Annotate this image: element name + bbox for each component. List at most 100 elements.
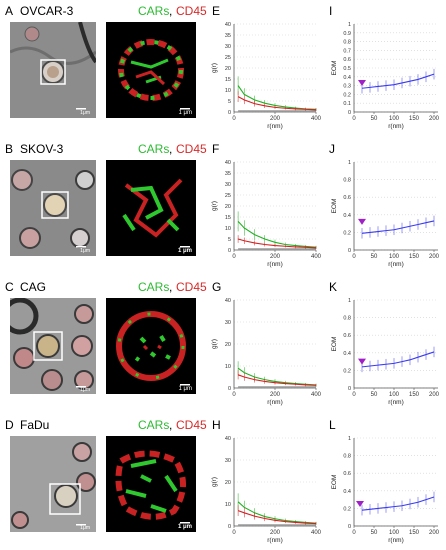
brightfield-drawing xyxy=(10,160,96,256)
series-line-blue xyxy=(361,496,435,511)
y-tick-label: 0.7 xyxy=(343,48,351,54)
y-tick-label: 10 xyxy=(225,226,231,232)
fluorescence-drawing xyxy=(106,22,196,118)
x-tick-label: 400 xyxy=(311,116,322,122)
x-tick-label: 200 xyxy=(270,530,281,536)
chart-eom-k: 0 0.2 0.4 0.6 0.8 1 0 50 100 150 200 EOM r(nm) xyxy=(331,298,440,406)
y-axis-label: EOM xyxy=(331,475,338,490)
y-tick-label: 0.6 xyxy=(343,471,351,477)
y-tick-label: 5 xyxy=(228,237,231,243)
x-tick-label: 0 xyxy=(232,392,236,398)
fluorescence-image: 1 μm xyxy=(106,22,196,118)
row-cag: C CAG CARs , CD45 G K 1μm xyxy=(0,276,446,412)
y-tick-label: 20 xyxy=(225,342,231,348)
y-tick-label: 40 xyxy=(225,298,231,304)
y-tick-label: 15 xyxy=(225,77,231,83)
brightfield-drawing xyxy=(10,298,96,394)
y-tick-label: 0 xyxy=(348,110,351,116)
y-tick-label: 0 xyxy=(348,248,351,254)
series-line-red xyxy=(237,510,317,525)
legend-separator: , xyxy=(169,142,173,156)
y-tick-label: 20 xyxy=(225,480,231,486)
y-tick-label: 0.2 xyxy=(343,230,351,236)
y-tick-label: 10 xyxy=(225,502,231,508)
x-axis-label: r(nm) xyxy=(267,123,283,130)
x-tick-label: 0 xyxy=(352,530,356,536)
brightfield-image: 1μm xyxy=(10,298,96,394)
brightfield-image: 1μm xyxy=(10,436,96,532)
x-tick-label: 0 xyxy=(352,254,356,260)
panel-letter-d: D xyxy=(5,418,14,432)
y-tick-label: 0.8 xyxy=(343,454,351,460)
x-tick-label: 0 xyxy=(352,392,356,398)
x-tick-label: 150 xyxy=(409,116,420,122)
series-line-blue xyxy=(361,73,435,89)
bf-scale-label: 1μm xyxy=(80,525,90,531)
y-tick-label: 0.6 xyxy=(343,195,351,201)
y-tick-label: 10 xyxy=(225,364,231,370)
cars-label: CARs xyxy=(138,4,170,18)
x-tick-label: 400 xyxy=(311,530,322,536)
panel-letter-e: E xyxy=(212,4,221,18)
row-ovcar3: A OVCAR-3 CARs , CD45 E I 1μm xyxy=(0,0,446,136)
y-tick-label: 30 xyxy=(225,182,231,188)
y-tick-label: 0.2 xyxy=(343,506,351,512)
cd45-label: CD45 xyxy=(176,142,207,156)
cell-line-title: OVCAR-3 xyxy=(20,4,74,18)
series-line-blue xyxy=(361,220,435,234)
panel-letter-i: I xyxy=(329,4,333,18)
y-tick-label: 0 xyxy=(228,110,231,116)
x-tick-label: 100 xyxy=(389,116,400,122)
fluorescence-image: 1 μm xyxy=(106,436,196,532)
row-fadu: D FaDu CARs , CD45 H L 1μm xyxy=(0,414,446,550)
y-tick-label: 1 xyxy=(348,298,351,304)
y-tick-label: 0 xyxy=(228,386,231,392)
x-tick-label: 150 xyxy=(409,530,420,536)
cell-line-title: SKOV-3 xyxy=(20,142,64,156)
y-tick-label: 25 xyxy=(225,193,231,199)
series-line-green xyxy=(237,85,317,110)
x-axis-label: r(nm) xyxy=(388,537,404,544)
panel-letter-g: G xyxy=(212,280,222,294)
y-axis-label: EOM xyxy=(331,199,338,214)
brightfield-drawing xyxy=(10,436,96,532)
cars-label: CARs xyxy=(138,280,170,294)
y-tick-label: 5 xyxy=(228,99,231,105)
y-tick-label: 40 xyxy=(225,22,231,28)
y-tick-label: 30 xyxy=(225,458,231,464)
y-tick-label: 0.6 xyxy=(343,333,351,339)
y-tick-label: 20 xyxy=(225,66,231,72)
x-tick-label: 200 xyxy=(270,254,281,260)
x-tick-label: 200 xyxy=(429,254,440,260)
x-tick-label: 150 xyxy=(409,392,420,398)
row-skov3: B SKOV-3 CARs , CD45 F J 1μm xyxy=(0,138,446,274)
series-line-green xyxy=(237,221,317,248)
cars-label: CARs xyxy=(138,142,170,156)
bf-scale-label: 1μm xyxy=(80,387,90,393)
y-tick-label: 40 xyxy=(225,160,231,166)
fluorescence-drawing xyxy=(106,298,196,394)
x-tick-label: 200 xyxy=(270,116,281,122)
legend-separator: , xyxy=(169,280,173,294)
panel-letter-j: J xyxy=(329,142,335,156)
x-tick-label: 50 xyxy=(371,392,378,398)
x-axis-label: r(nm) xyxy=(388,123,404,130)
x-tick-label: 150 xyxy=(409,254,420,260)
x-tick-label: 0 xyxy=(232,116,236,122)
chart-eom-i: 0 0.1 0.2 0.3 0.4 0.5 0.6 0.7 0.8 0.9 1 0 50 100 150 20… xyxy=(331,22,440,130)
y-axis-label: g(r) xyxy=(211,201,218,211)
series-line-blue xyxy=(361,351,435,368)
y-tick-label: 25 xyxy=(225,55,231,61)
fluorescence-drawing xyxy=(106,160,196,256)
y-tick-label: 0.2 xyxy=(343,92,351,98)
y-tick-label: 0.4 xyxy=(343,75,351,81)
chart-eom-j: 0 0.2 0.4 0.6 0.8 1 0 50 100 150 200 EOM r(nm) xyxy=(331,160,440,268)
series-line-green xyxy=(237,501,317,524)
fl-scale-label: 1 μm xyxy=(178,386,192,392)
y-tick-label: 10 xyxy=(225,88,231,94)
x-tick-label: 100 xyxy=(389,530,400,536)
y-tick-label: 0 xyxy=(228,248,231,254)
y-tick-label: 0 xyxy=(228,524,231,530)
